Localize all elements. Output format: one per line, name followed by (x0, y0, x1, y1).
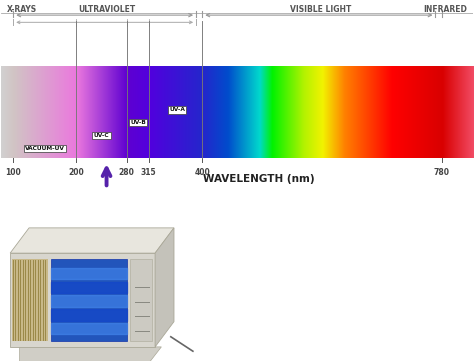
Text: UV-A: UV-A (169, 107, 185, 112)
Text: WAVELENGTH (nm): WAVELENGTH (nm) (203, 174, 315, 184)
Text: ULTRAVIOLET: ULTRAVIOLET (78, 5, 135, 14)
Polygon shape (155, 228, 174, 347)
Text: 200: 200 (68, 168, 84, 177)
Text: 280: 280 (119, 168, 135, 177)
Bar (51, 258, 127, 341)
Text: UV-C: UV-C (94, 133, 109, 138)
Bar (10, 253, 155, 347)
Text: 400: 400 (194, 168, 210, 177)
Text: 315: 315 (141, 168, 156, 177)
Bar (130, 258, 152, 341)
Text: UV-B: UV-B (130, 120, 146, 125)
Polygon shape (19, 347, 161, 362)
Bar (12, 258, 48, 341)
Text: VISIBLE LIGHT: VISIBLE LIGHT (290, 5, 352, 14)
Text: 100: 100 (5, 168, 21, 177)
Text: VACUUM-UV: VACUUM-UV (25, 146, 65, 151)
Polygon shape (10, 228, 174, 253)
Text: X-RAYS: X-RAYS (7, 5, 37, 14)
Text: INFRARED: INFRARED (423, 5, 467, 14)
Text: 780: 780 (434, 168, 450, 177)
